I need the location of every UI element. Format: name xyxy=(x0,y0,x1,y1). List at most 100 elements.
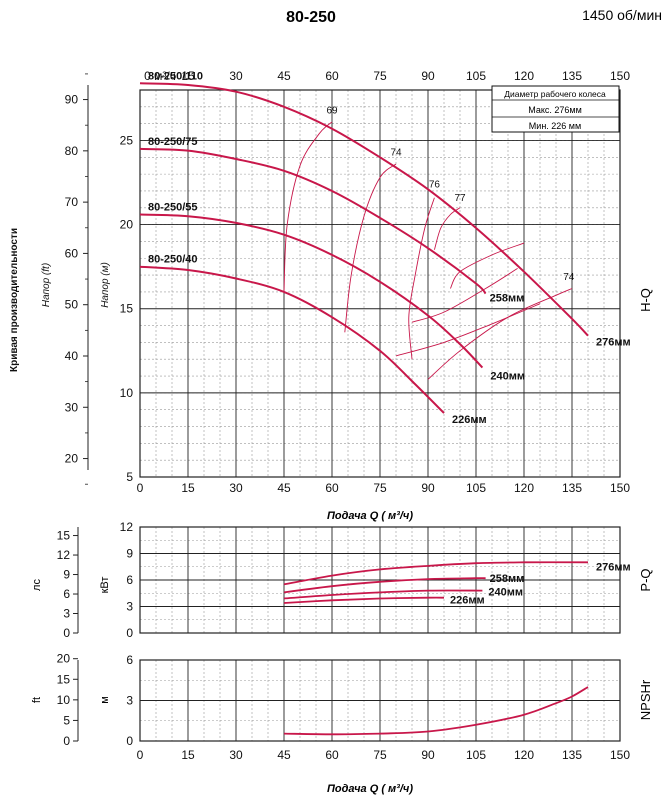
npsh-tick-label-ft: 10 xyxy=(57,693,71,707)
y-tick-label-ft: 20 xyxy=(65,452,79,466)
npsh-tick-label-m: 6 xyxy=(126,653,133,667)
pq-curve-label: 226мм xyxy=(450,595,485,607)
top-x-tick-label: 75 xyxy=(373,69,387,83)
top-x-tick-label: 15 xyxy=(181,69,195,83)
top-x-tick-label: 120 xyxy=(514,69,534,83)
x-tick-label: 135 xyxy=(562,481,582,495)
pq-tick-label-kvt: 12 xyxy=(120,520,134,534)
npsh-x-tick-label: 45 xyxy=(277,748,291,762)
pq-curve-226мм xyxy=(283,596,445,604)
npsh-x-tick-label: 75 xyxy=(373,748,387,762)
y-tick-label-m: 15 xyxy=(120,302,134,316)
efficiency-isoline xyxy=(344,163,397,333)
x-tick-label: 105 xyxy=(466,481,486,495)
top-x-tick-label: 30 xyxy=(229,69,243,83)
x-tick-label: 150 xyxy=(610,481,630,495)
legend-title: Диаметр рабочего колеса xyxy=(504,89,606,99)
unit-ft: ft xyxy=(31,697,43,703)
grid-layer xyxy=(139,89,621,742)
curve-layer: 276мм 80-250/110 258мм 80-250/75 240мм 80-250… xyxy=(139,70,631,736)
hq-curve-240мм xyxy=(139,213,484,369)
npsh-tick-label-ft: 20 xyxy=(57,652,71,666)
xlabel-bottom: Подача Q ( м³/ч) xyxy=(327,783,413,795)
top-x-tick-label: 45 xyxy=(277,69,291,83)
pq-tick-label-kvt: 9 xyxy=(126,547,133,561)
impeller-model-label: 80-250/75 xyxy=(148,136,198,148)
speed-label: 1450 об/мин xyxy=(582,7,662,23)
impeller-model-label: 80-250/110 xyxy=(148,70,203,82)
y-tick-label-m: 10 xyxy=(120,386,134,400)
npsh-x-tick-label: 15 xyxy=(181,748,195,762)
top-x-tick-label: 150 xyxy=(610,69,630,83)
npsh-curve xyxy=(283,686,589,736)
efficiency-isoline xyxy=(283,121,333,292)
pq-curve-label: 276мм xyxy=(596,561,631,573)
panel-frame xyxy=(139,659,621,742)
npsh-x-tick-label: 60 xyxy=(325,748,339,762)
panel-frame xyxy=(139,526,621,634)
y-tick-label-m: 5 xyxy=(126,470,133,484)
efficiency-label: 76 xyxy=(429,180,441,191)
x-tick-label: 0 xyxy=(137,481,144,495)
hq-curve-label: 226мм xyxy=(452,414,487,426)
efficiency-isoline xyxy=(408,197,435,360)
efficiency-isoline xyxy=(433,207,461,250)
pq-tick-label-kvt: 0 xyxy=(126,626,133,640)
npsh-tick-label-ft: 5 xyxy=(63,713,70,727)
npsh-tick-label-m: 3 xyxy=(126,694,133,708)
y-tick-label-m: 25 xyxy=(120,133,134,147)
y-tick-label-ft: 80 xyxy=(65,144,79,158)
pq-curve-276мм xyxy=(283,561,589,586)
hq-label: H-Q xyxy=(638,288,653,312)
side-title: Кривая производительности xyxy=(9,228,20,372)
xlabel-main: Подача Q ( м³/ч) xyxy=(327,510,413,522)
npsh-x-tick-label: 90 xyxy=(421,748,435,762)
pq-tick-label-ls: 15 xyxy=(57,529,71,543)
hq-curve-226мм xyxy=(139,265,445,414)
panel-frame xyxy=(139,89,621,478)
hq-curve-label: 240мм xyxy=(490,371,525,383)
hq-curve-258мм xyxy=(139,147,487,295)
napor-m-label: Напор (м) xyxy=(100,262,111,308)
npsh-x-tick-label: 150 xyxy=(610,748,630,762)
npsh-x-tick-label: 120 xyxy=(514,748,534,762)
pq-tick-label-ls: 0 xyxy=(63,626,70,640)
pq-tick-label-ls: 3 xyxy=(63,607,70,621)
hq-curve-label: 258мм xyxy=(490,293,525,305)
x-tick-label: 30 xyxy=(229,481,243,495)
npsh-x-tick-label: 105 xyxy=(466,748,486,762)
unit-kvt: кВт xyxy=(99,577,111,594)
hq-curve-276мм xyxy=(139,82,589,337)
y-tick-label-m: 20 xyxy=(120,218,134,232)
efficiency-label: 74 xyxy=(563,272,575,283)
efficiency-label: 69 xyxy=(326,106,338,117)
top-x-tick-label: 135 xyxy=(562,69,582,83)
impeller-model-label: 80-250/55 xyxy=(148,202,198,214)
efficiency-label: 74 xyxy=(390,148,402,159)
y-tick-label-ft: 90 xyxy=(65,93,79,107)
pq-grid xyxy=(139,526,621,634)
x-tick-label: 90 xyxy=(421,481,435,495)
pq-curve-258мм xyxy=(283,577,486,594)
npsh-x-tick-label: 30 xyxy=(229,748,243,762)
top-axis-unit: 0 м³/ч xyxy=(144,69,176,83)
hq-curve-label: 276мм xyxy=(596,337,631,349)
npsh-tick-label-ft: 15 xyxy=(57,672,71,686)
pq-curve-label: 240мм xyxy=(488,587,523,599)
chart-title: 80-250 xyxy=(286,9,336,26)
y-tick-label-ft: 40 xyxy=(65,349,79,363)
y-tick-label-ft: 70 xyxy=(65,195,79,209)
npsh-tick-label-m: 0 xyxy=(126,734,133,748)
y-tick-label-ft: 60 xyxy=(65,246,79,260)
npsh-label: NPSHr xyxy=(638,679,653,720)
x-tick-label: 45 xyxy=(277,481,291,495)
unit-ls: лс xyxy=(31,579,43,591)
efficiency-isoline xyxy=(395,303,541,357)
x-tick-label: 120 xyxy=(514,481,534,495)
efficiency-label: 77 xyxy=(454,193,466,204)
y-tick-label-ft: 50 xyxy=(65,298,79,312)
hq-grid xyxy=(139,89,621,478)
impeller-model-label: 80-250/40 xyxy=(148,254,198,266)
